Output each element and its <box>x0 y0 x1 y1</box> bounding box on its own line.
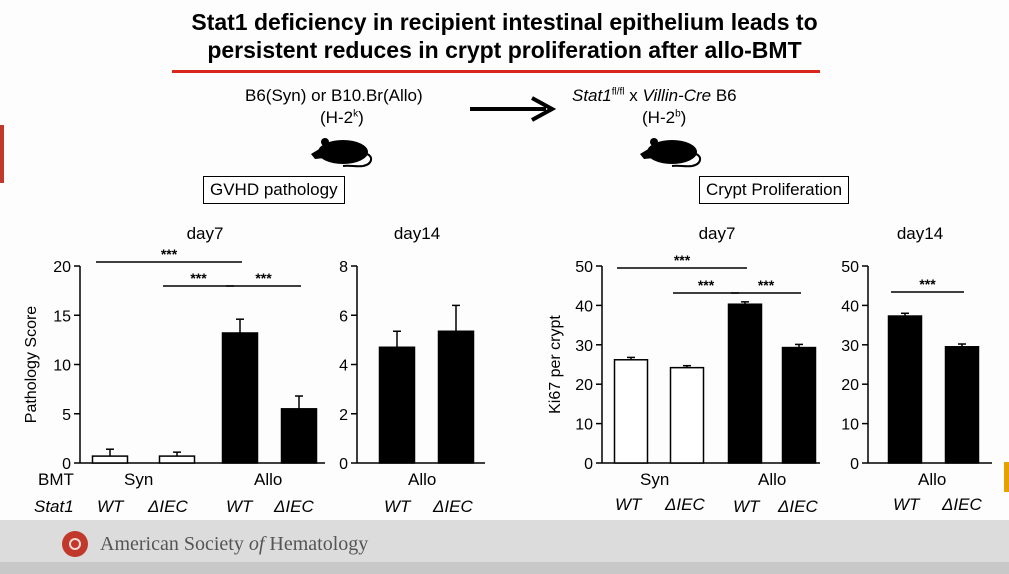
significance-label: *** <box>161 246 178 262</box>
ash-logo-icon <box>62 531 88 557</box>
chart-title: day14 <box>897 224 943 243</box>
mouse-icon <box>640 138 702 168</box>
crypt-proliferation-box: Crypt Proliferation <box>699 176 850 204</box>
recipient-haplotype: (H-2b) <box>642 108 686 128</box>
recipient-cre: Villin-Cre <box>642 86 712 105</box>
y-tick-label: 0 <box>339 456 348 473</box>
donor-haplotype-sup: k <box>353 108 359 120</box>
recipient-haplotype-sup: b <box>675 108 681 120</box>
y-tick-label: 30 <box>575 338 593 355</box>
y-tick-label: 0 <box>584 456 593 473</box>
donor-haplotype-base: (H-2 <box>320 108 354 127</box>
slide-title-line2: persistent reduces in crypt proliferatio… <box>207 37 802 63</box>
y-tick-label: 4 <box>339 358 348 375</box>
bar <box>781 346 817 464</box>
group-label-syn: Syn <box>124 470 154 489</box>
genotype-label-ko: ΔIEC <box>778 497 818 516</box>
bar <box>613 359 649 464</box>
y-tick-label: 0 <box>62 456 71 473</box>
footer-organization: American Society of Hematology <box>100 533 368 556</box>
group-label-allo: Allo <box>918 470 947 489</box>
donor-label: B6(Syn) or B10.Br(Allo) <box>245 86 423 105</box>
group-label-allo: Allo <box>254 470 283 489</box>
recipient-gene-sup: fl/fl <box>611 86 625 98</box>
footer-org-post: Hematology <box>264 533 369 555</box>
chart-title: day14 <box>394 224 440 243</box>
recipient-label: Stat1fl/fl x Villin-Cre B6 <box>572 86 737 106</box>
bar <box>887 315 923 464</box>
slide-title-line1: Stat1 deficiency in recipient intestinal… <box>191 9 818 35</box>
ash-logo-inner <box>69 538 81 550</box>
edge-accent <box>0 125 4 183</box>
bar <box>378 346 416 464</box>
group-label-syn: Syn <box>640 470 670 489</box>
recipient-strain: B6 <box>715 86 737 105</box>
row-label-bmt: BMT <box>38 470 74 489</box>
donor-haplotype-close: ) <box>358 108 364 127</box>
genotype-label-wt: WT <box>615 495 642 514</box>
group-label-allo: Allo <box>758 470 787 489</box>
genotype-label-wt: WT <box>733 497 760 516</box>
genotype-label-wt: WT <box>893 495 920 514</box>
genotype-label-wt: WT <box>384 497 411 516</box>
significance-label: *** <box>190 270 207 286</box>
genotype-label-ko: ΔIEC <box>942 495 982 514</box>
genotype-label-ko: ΔIEC <box>274 497 314 516</box>
chart-pathology-day14: 0 2 4 6 8 day14 <box>339 224 485 473</box>
significance-label: *** <box>255 270 272 286</box>
chart-ki67-day7: 0 10 20 30 40 50 day7 Ki67 per crypt *** *** *** <box>547 224 820 473</box>
genotype-label-ko: ΔIEC <box>433 497 473 516</box>
genotype-label-wt: WT <box>226 497 253 516</box>
chart-pathology-day7: 0 5 10 15 20 day7 Pathology Score *** *** *** <box>23 224 325 473</box>
bar <box>944 346 980 464</box>
y-tick-label: 20 <box>575 377 593 394</box>
bar <box>669 366 705 464</box>
genotype-label-ko: ΔIEC <box>148 497 188 516</box>
donor-haplotype: (H-2k) <box>320 108 364 128</box>
recipient-gene: Stat1 <box>572 86 612 105</box>
y-tick-label: 6 <box>339 308 348 325</box>
y-tick-label: 8 <box>339 259 348 276</box>
chart-ki67-day14: 0 10 20 30 40 50 day14 *** <box>841 224 992 473</box>
y-tick-label: 50 <box>575 259 593 276</box>
y-tick-label: 5 <box>62 407 71 424</box>
mouse-icon <box>311 138 373 168</box>
title-underline <box>172 70 820 73</box>
group-label-allo: Allo <box>408 470 437 489</box>
recipient-haplotype-close: ) <box>680 108 687 127</box>
y-tick-label: 20 <box>53 259 71 276</box>
y-tick-label: 40 <box>841 298 859 315</box>
footer-org-of: of <box>248 533 265 555</box>
chart-title: day7 <box>699 224 736 243</box>
y-tick-label: 0 <box>850 456 859 473</box>
y-tick-label: 10 <box>575 417 593 434</box>
y-tick-label: 50 <box>841 259 859 276</box>
gvhd-pathology-box: GVHD pathology <box>203 176 345 204</box>
chart-title: day7 <box>187 224 224 243</box>
arrow-right-icon <box>470 96 556 122</box>
y-tick-label: 15 <box>53 308 71 325</box>
y-axis-label: Pathology Score <box>23 306 40 424</box>
significance-label: *** <box>674 252 691 268</box>
recipient-haplotype-base: (H-2 <box>642 108 676 127</box>
significance-label: *** <box>758 277 775 293</box>
row-label-stat1: Stat1 <box>34 497 74 516</box>
recipient-cross: x <box>629 86 638 105</box>
edge-accent-yellow <box>1004 462 1009 492</box>
significance-label: *** <box>919 276 936 292</box>
y-tick-label: 20 <box>841 377 859 394</box>
y-tick-label: 2 <box>339 407 348 424</box>
y-tick-label: 10 <box>841 417 859 434</box>
bar <box>221 332 259 464</box>
y-tick-label: 30 <box>841 338 859 355</box>
y-tick-label: 10 <box>53 358 71 375</box>
genotype-label-wt: WT <box>97 497 124 516</box>
y-tick-label: 40 <box>575 298 593 315</box>
footer-bottom-strip <box>0 562 1009 574</box>
footer-org-pre: American Society <box>100 533 249 555</box>
y-axis-label: Ki67 per crypt <box>547 315 564 414</box>
significance-label: *** <box>698 277 715 293</box>
genotype-label-ko: ΔIEC <box>665 495 705 514</box>
